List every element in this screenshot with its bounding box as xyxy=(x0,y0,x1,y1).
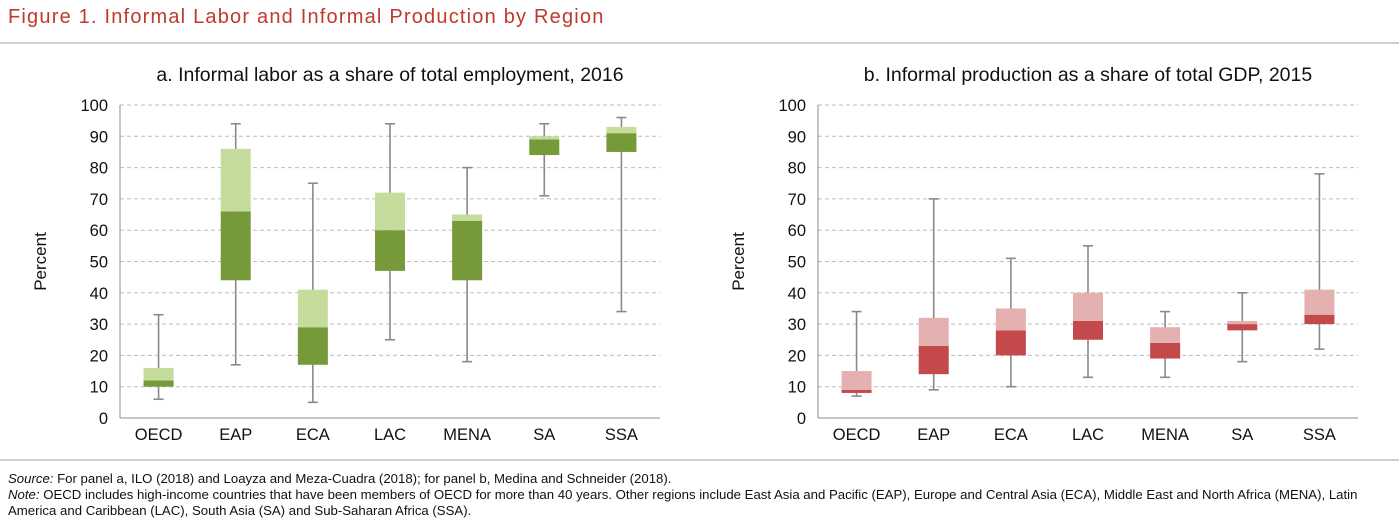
panel-b-category-label-ssa: SSA xyxy=(1303,426,1336,444)
panel-b-ytick-label: 0 xyxy=(797,410,806,428)
panel-b-box-lower-ssa xyxy=(1304,314,1335,325)
panel-b-box-upper-eap xyxy=(918,317,949,347)
source-label: Source: xyxy=(8,471,54,486)
panel-a-box-upper-mena xyxy=(452,214,483,221)
panel-b-box-upper-mena xyxy=(1150,327,1181,343)
panel-a-ytick-label: 60 xyxy=(90,222,108,240)
note-line: Note: OECD includes high-income countrie… xyxy=(8,487,1393,519)
note-label: Note: xyxy=(8,487,40,502)
panel-b-category-label-lac: LAC xyxy=(1072,426,1104,444)
top-divider xyxy=(0,42,1399,44)
panel-a-box-lower-ssa xyxy=(606,133,637,152)
panel-a-box-upper-sa xyxy=(529,136,560,140)
panel-b-box-upper-eca xyxy=(995,308,1026,331)
panel-b-ytick-label: 70 xyxy=(788,191,806,209)
panel-a-category-label-sa: SA xyxy=(533,426,555,444)
panel-b-ytick-label: 30 xyxy=(788,316,806,334)
panel-a-box-upper-lac xyxy=(375,192,405,231)
figure-title: Figure 1. Informal Labor and Informal Pr… xyxy=(8,6,605,28)
panel-a-box-lower-oecd xyxy=(143,380,174,387)
panel-b-category-label-eap: EAP xyxy=(917,426,950,444)
panel-a-category-label-lac: LAC xyxy=(374,426,406,444)
panel-a-box-upper-eca xyxy=(297,289,328,328)
panel-a-ytick-label: 30 xyxy=(90,316,108,334)
source-text: For panel a, ILO (2018) and Loayza and M… xyxy=(53,471,672,486)
panel-b-box-upper-ssa xyxy=(1304,289,1335,315)
panel-a-box-upper-ssa xyxy=(606,126,637,134)
note-text: OECD includes high-income countries that… xyxy=(8,487,1358,518)
panel-a-ytick-label: 70 xyxy=(90,191,108,209)
panel-b-category-label-sa: SA xyxy=(1231,426,1253,444)
panel-b-box-upper-lac xyxy=(1073,292,1103,321)
panel-a-box-lower-lac xyxy=(375,230,405,271)
panel-a-ytick-label: 0 xyxy=(99,410,108,428)
panel-b-box-lower-lac xyxy=(1073,320,1103,340)
panel-b-ytick-label: 10 xyxy=(788,379,806,397)
panel-a-box-upper-eap xyxy=(220,148,251,212)
panel-b-ytick-label: 90 xyxy=(788,128,806,146)
bottom-divider xyxy=(0,459,1399,461)
source-line: Source: For panel a, ILO (2018) and Loay… xyxy=(8,471,1393,487)
panel-a-box-lower-eca xyxy=(297,327,328,365)
panel-b-category-label-mena: MENA xyxy=(1141,426,1189,444)
panel-b-title: b. Informal production as a share of tot… xyxy=(864,64,1313,86)
panel-a-box-lower-mena xyxy=(452,220,483,281)
panel-a-box-lower-eap xyxy=(220,211,251,281)
panel-b-ytick-label: 40 xyxy=(788,285,806,303)
panel-a-ylabel: Percent xyxy=(31,232,50,291)
panel-a-title: a. Informal labor as a share of total em… xyxy=(156,64,623,86)
panel-b-ytick-label: 60 xyxy=(788,222,806,240)
panel-a-ytick-label: 50 xyxy=(90,254,108,272)
panel-b-ytick-label: 50 xyxy=(788,254,806,272)
panel-a-ytick-label: 40 xyxy=(90,285,108,303)
panel-a-category-label-mena: MENA xyxy=(443,426,491,444)
panel-a-category-label-eca: ECA xyxy=(296,426,330,444)
panel-a-category-label-eap: EAP xyxy=(219,426,252,444)
panel-a-ytick-label: 20 xyxy=(90,347,108,365)
panel-b-chart: b. Informal production as a share of tot… xyxy=(729,64,1358,444)
panel-b-box-upper-sa xyxy=(1227,320,1258,325)
panel-b-box-upper-oecd xyxy=(841,371,872,390)
figure-notes: Source: For panel a, ILO (2018) and Loay… xyxy=(8,471,1393,519)
panel-b-box-lower-mena xyxy=(1150,342,1181,359)
panel-b-ytick-label: 80 xyxy=(788,160,806,178)
panel-b-box-lower-eap xyxy=(918,346,949,375)
panel-b-category-label-eca: ECA xyxy=(994,426,1028,444)
panel-a-category-label-ssa: SSA xyxy=(605,426,638,444)
panel-a-ytick-label: 80 xyxy=(90,160,108,178)
panel-b-ytick-label: 20 xyxy=(788,347,806,365)
panel-a-ytick-label: 100 xyxy=(80,97,108,115)
panel-b-box-lower-sa xyxy=(1227,324,1258,331)
panel-a-box-upper-oecd xyxy=(143,367,174,381)
panel-a-box-lower-sa xyxy=(529,139,560,156)
panel-a-ytick-label: 10 xyxy=(90,379,108,397)
panel-a-chart: a. Informal labor as a share of total em… xyxy=(31,64,660,444)
panel-b-box-lower-oecd xyxy=(841,389,872,393)
panel-a-ytick-label: 90 xyxy=(90,128,108,146)
panel-b-category-label-oecd: OECD xyxy=(833,426,881,444)
panel-b-box-lower-eca xyxy=(995,330,1026,356)
panel-b-ytick-label: 100 xyxy=(778,97,806,115)
panel-b-ylabel: Percent xyxy=(729,232,748,291)
panel-a-category-label-oecd: OECD xyxy=(135,426,183,444)
